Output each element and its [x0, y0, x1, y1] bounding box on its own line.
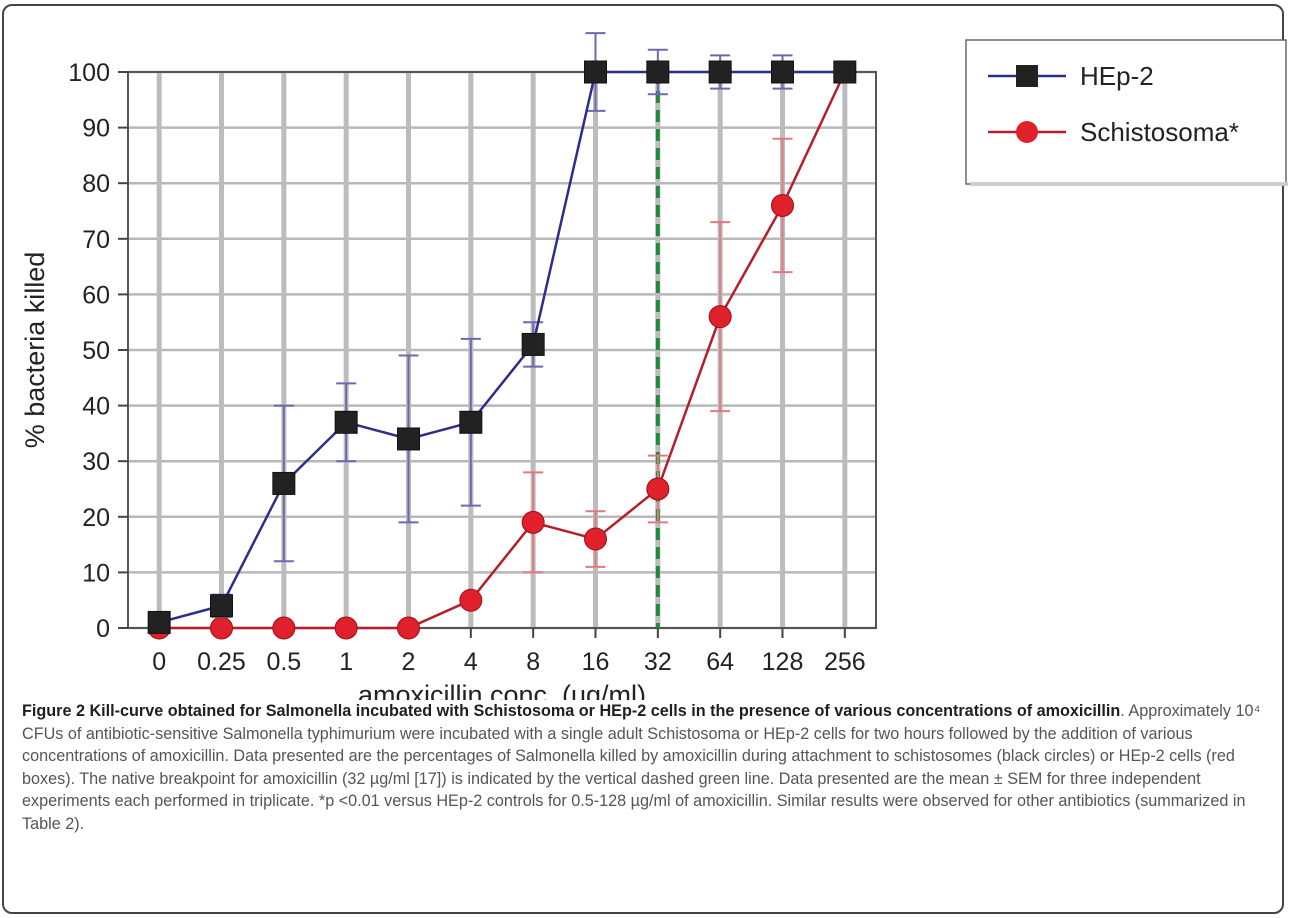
y-tick-label: 70 — [82, 226, 110, 254]
legend-box-shadow — [970, 182, 1288, 186]
series-layer — [147, 32, 857, 640]
y-tick-label: 0 — [96, 615, 110, 643]
y-tick-label: 10 — [82, 559, 110, 587]
x-tick-label: 256 — [824, 648, 866, 676]
y-tick-label: 60 — [82, 281, 110, 309]
data-point-square — [521, 332, 545, 356]
x-tick-label: 1 — [339, 648, 353, 676]
x-tick-label: 0 — [152, 648, 166, 676]
y-tick-label: 40 — [82, 393, 110, 421]
data-point-circle — [521, 510, 545, 534]
legend-label: Schistosoma* — [1080, 117, 1239, 147]
data-point-square — [584, 60, 607, 84]
legend-box — [965, 39, 1287, 185]
x-tick-label: 0.5 — [266, 648, 301, 676]
y-tick-label: 80 — [82, 170, 110, 198]
x-tick-label: 64 — [706, 648, 734, 676]
y-tick-label: 20 — [82, 504, 110, 532]
x-tick-label: 16 — [582, 648, 610, 676]
y-tick-label: 50 — [82, 337, 110, 365]
y-axis-label: % bacteria killed — [20, 252, 50, 449]
data-point-square — [147, 610, 171, 634]
data-point-square — [272, 471, 296, 495]
series-0 — [147, 32, 857, 634]
figure-frame — [2, 4, 1284, 914]
data-point-circle — [272, 616, 296, 640]
data-point-square — [397, 427, 420, 451]
data-point-circle — [334, 616, 358, 640]
series-line — [158, 70, 845, 624]
data-point-circle — [708, 305, 732, 329]
data-point-circle — [210, 616, 233, 640]
data-point-square — [646, 60, 670, 84]
data-point-square — [210, 594, 233, 618]
x-axis-label: amoxicillin conc. (ug/ml) — [358, 680, 646, 700]
legend-marker-circle — [1016, 121, 1038, 143]
legend-marker-square — [1016, 65, 1038, 87]
y-tick-label: 100 — [68, 59, 110, 87]
data-point-square — [459, 410, 483, 434]
data-point-circle — [584, 527, 607, 551]
x-tick-label: 128 — [762, 648, 804, 676]
x-tick-label: 32 — [644, 648, 672, 676]
y-tick-label: 90 — [82, 115, 110, 143]
data-point-circle — [397, 616, 420, 640]
grid-layer — [128, 70, 876, 630]
caption-lead: Figure 2 Kill-curve obtained for Salmone… — [22, 702, 1121, 720]
y-tick-label: 30 — [82, 448, 110, 476]
figure-caption: Figure 2 Kill-curve obtained for Salmone… — [22, 700, 1280, 836]
data-point-circle — [646, 477, 670, 501]
x-tick-label: 2 — [402, 648, 416, 676]
x-tick-label: 8 — [526, 648, 540, 676]
data-point-circle — [459, 588, 483, 612]
data-point-circle — [771, 193, 794, 217]
kill-curve-chart: 0 10 20 30 40 50 60 70 80 90 100 0 0.25 0.5 1 2 4 8 16 32 6… — [20, 32, 1288, 700]
data-point-square — [771, 60, 794, 84]
data-point-square — [708, 60, 732, 84]
data-point-square — [833, 60, 857, 84]
series-1 — [147, 60, 857, 640]
x-tick-labels: 0 0.25 0.5 1 2 4 8 16 32 64 128 256 — [152, 628, 866, 676]
x-tick-label: 4 — [464, 648, 478, 676]
x-tick-label: 0.25 — [197, 648, 246, 676]
legend-label: HEp-2 — [1080, 61, 1154, 91]
y-tick-labels: 0 10 20 30 40 50 60 70 80 90 100 — [68, 59, 128, 643]
legend: HEp-2 Schistosoma* — [965, 39, 1288, 186]
data-point-square — [334, 410, 358, 434]
caption-body: . Approximately 10⁴ CFUs of antibiotic-s… — [22, 702, 1261, 833]
